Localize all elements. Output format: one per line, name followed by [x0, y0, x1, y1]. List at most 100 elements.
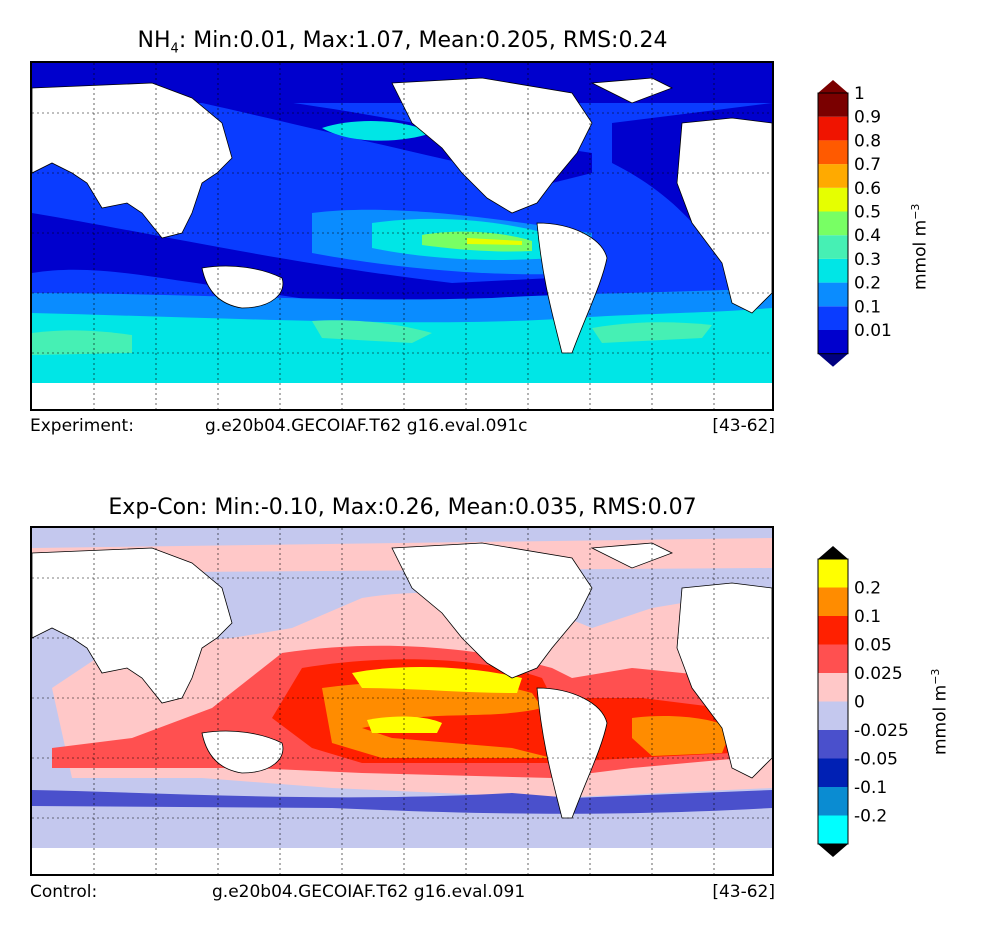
panel1-colorbar-tick-label: 0.9 — [854, 108, 881, 128]
panel2-colorbar-color-block — [818, 673, 848, 702]
panel1-unit-exp: −3 — [909, 203, 922, 220]
panel2-colorbar-color-block — [818, 644, 848, 673]
panel2-colorbar-outline — [817, 558, 849, 845]
north-america — [391, 77, 593, 214]
panel2-unit-base: mmol m — [930, 684, 951, 755]
panel1-colorbar: 0.01 0.1 0.2 0.3 0.4 0.5 0.6 0.7 0.8 0.9 1 — [817, 80, 892, 394]
panel2-colorbar-tick-label: -0.1 — [854, 778, 887, 798]
panel2-colorbar-color-block — [818, 701, 848, 730]
panel2-grid — [32, 528, 772, 874]
panel1-colorbar-tick-label: 0.1 — [854, 297, 881, 317]
southern-green-3 — [592, 322, 712, 343]
orange-pacific — [322, 681, 552, 758]
panel1-colorbar-color-block — [818, 164, 848, 188]
panel1-colorbar-color-block — [818, 282, 848, 307]
panel2-unit-label: mmol m−3 — [929, 669, 951, 755]
panel2-unit-exp: −3 — [929, 668, 942, 685]
panel1-title-stats: : Min:0.01, Max:1.07, Mean:0.205, RMS:0.… — [178, 28, 668, 53]
yellow-south — [367, 716, 442, 733]
panel1-colorbar-svg: 0.01 0.1 0.2 0.3 0.4 0.5 0.6 0.7 0.8 0.9 1 — [817, 80, 892, 367]
panel1-colorbar-color-block — [818, 235, 848, 259]
panel1-colorbar-tick-label: 0.01 — [854, 321, 892, 341]
panel1-colorbar-color-block — [818, 187, 848, 212]
south-america — [536, 222, 608, 354]
panel1-colorbar-color-block — [818, 140, 848, 165]
panel1-title-species: NH — [137, 28, 171, 53]
panel2-colorbar-color-block — [818, 587, 848, 616]
panel2-map — [30, 526, 774, 876]
panel2-colorbar-color-block — [818, 730, 848, 759]
antarctica — [32, 848, 772, 874]
southern-blue — [32, 790, 772, 814]
australia — [201, 730, 284, 774]
yellow-north — [352, 666, 522, 693]
panel1-title-sub: 4 — [170, 41, 179, 57]
panel2-colorbar-tick-label: 0 — [854, 693, 865, 713]
nw-pacific-cyan — [322, 121, 432, 141]
panel2-colorbar: -0.2 -0.1 -0.05 -0.025 0 0.025 0.05 0.1 0.2 — [817, 546, 909, 860]
eq-pacific-yellow — [467, 238, 522, 245]
panel1-colorbar-tick-label: 0.2 — [854, 274, 881, 294]
panel1-footer-label: Experiment: — [30, 416, 134, 436]
panel2-colorbar-tick-label: -0.05 — [854, 750, 898, 770]
panel1-colorbar-tick-label: 0.6 — [854, 179, 881, 199]
panel1-colorbar-tick-label: 0.3 — [854, 250, 881, 270]
panel1-map — [30, 61, 774, 411]
southern-green-2 — [312, 320, 432, 343]
south-america — [536, 687, 608, 819]
panel1-colorbar-tick-label: 0.4 — [854, 226, 881, 246]
southern-cyan — [32, 308, 772, 383]
panel1-colorbar-color-block — [818, 330, 848, 354]
panel2-colorbar-tick-label: 0.2 — [854, 579, 881, 599]
panel2-footer-years: [43-62] — [712, 882, 775, 902]
panel1-colorbar-tick-label: 0.7 — [854, 155, 881, 175]
panel1-land — [32, 77, 772, 354]
north-america — [391, 542, 593, 679]
asia — [32, 82, 233, 239]
australia — [201, 265, 284, 309]
panel2-colorbar-tick-label: -0.2 — [854, 807, 887, 827]
panel2-colorbar-color-block — [818, 616, 848, 645]
indian-ocean-low — [32, 213, 552, 303]
panel1-colorbar-tick-label: 1 — [854, 84, 865, 104]
panel2-colorbar-tick-label: -0.025 — [854, 721, 909, 741]
panel2-footer-case: g.e20b04.GECOIAF.T62 g16.eval.091 — [212, 882, 526, 902]
southern-green-1 — [32, 330, 132, 355]
asia — [32, 547, 233, 704]
panel2-colorbar-extend-under — [818, 844, 848, 857]
panel1-colorbar-color-block — [818, 93, 848, 117]
panel2-colorbar-tick-label: 0.05 — [854, 636, 892, 656]
panel2-colorbar-extend-over — [818, 546, 848, 559]
africa-europe — [676, 117, 772, 314]
panel1-colorbar-outline — [817, 92, 849, 355]
antarctica — [32, 383, 772, 409]
panel2-colorbar-color-block — [818, 758, 848, 787]
panel1-grid — [32, 63, 772, 409]
panel2-colorbar-color-block — [818, 787, 848, 816]
panel1-colorbar-color-block — [818, 211, 848, 236]
panel1-colorbar-color-block — [818, 306, 848, 330]
panel1-map-field — [32, 63, 772, 409]
panel2-title: Exp-Con: Min:-0.10, Max:0.26, Mean:0.035… — [108, 495, 697, 520]
panel2-colorbar-svg: -0.2 -0.1 -0.05 -0.025 0 0.025 0.05 0.1 0.2 — [817, 546, 909, 857]
panel1-unit-base: mmol m — [910, 219, 931, 290]
panel1-footer-case: g.e20b04.GECOIAF.T62 g16.eval.091c — [205, 416, 528, 436]
panel2-map-field — [32, 528, 772, 874]
panel1-footer-years: [43-62] — [712, 416, 775, 436]
panel2-colorbar-color-block — [818, 559, 848, 588]
panel1-unit-label: mmol m−3 — [909, 204, 931, 290]
panel2-colorbar-tick-label: 0.025 — [854, 664, 903, 684]
panel2-colorbar-color-block — [818, 815, 848, 844]
panel1-title: NH4: Min:0.01, Max:1.07, Mean:0.205, RMS… — [30, 28, 775, 62]
panel2-land — [32, 542, 772, 819]
panel1-colorbar-tick-label: 0.8 — [854, 131, 881, 151]
panel2-colorbar-tick-label: 0.1 — [854, 607, 881, 627]
panel1-colorbar-extend-over — [818, 80, 848, 93]
panel1-colorbar-color-block — [818, 116, 848, 141]
panel2-footer-label: Control: — [30, 882, 98, 902]
panel1-colorbar-extend-under — [818, 353, 848, 367]
panel1-colorbar-tick-label: 0.5 — [854, 203, 881, 223]
orange-atlantic — [632, 716, 732, 756]
panel1-colorbar-color-block — [818, 258, 848, 283]
africa-europe — [676, 582, 772, 779]
